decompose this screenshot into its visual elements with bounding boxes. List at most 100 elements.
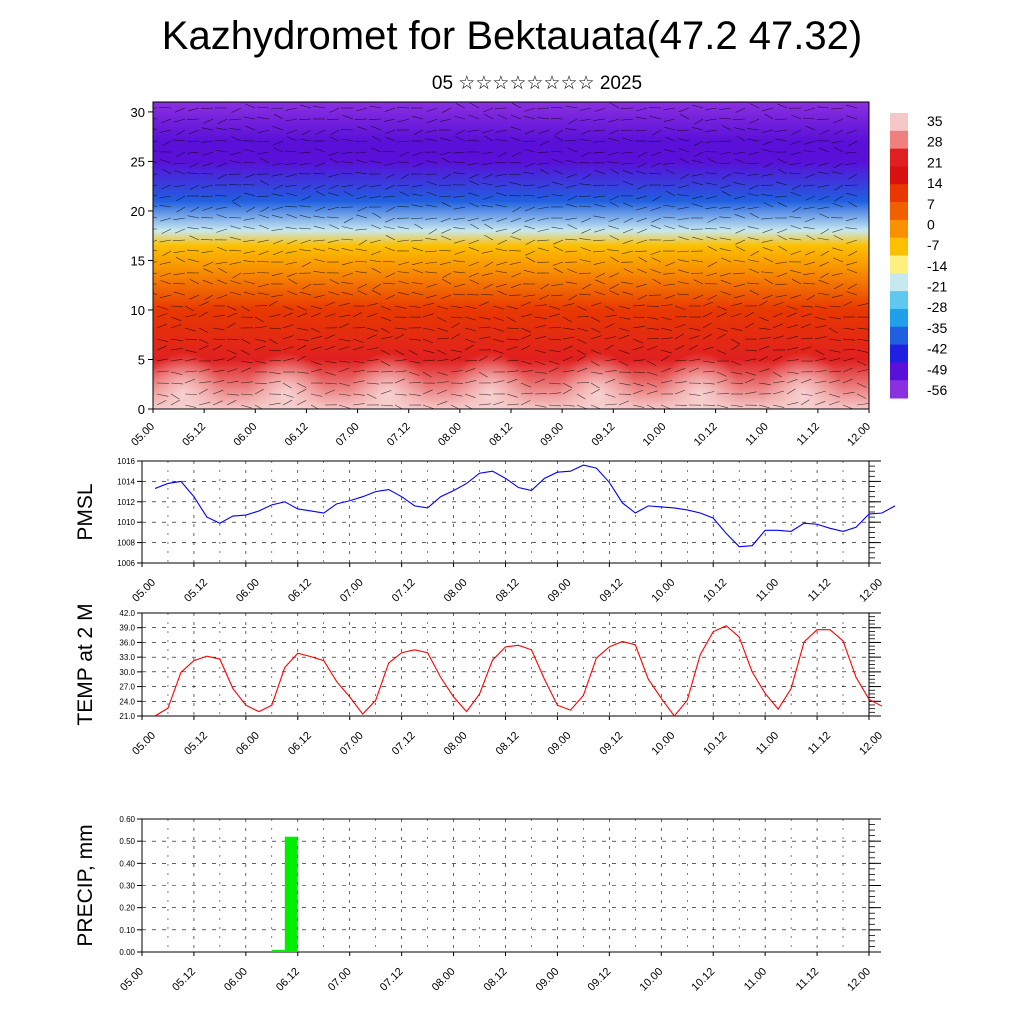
y-tick-label: 30.0	[119, 668, 135, 677]
wind-arrow	[299, 214, 312, 219]
wind-arrow	[819, 261, 830, 267]
wind-arrow	[464, 344, 474, 351]
wind-arrow	[804, 217, 816, 223]
wind-arrow	[285, 261, 298, 265]
wind-arrow	[604, 393, 616, 398]
warm-core	[660, 352, 741, 409]
wind-arrow	[422, 359, 435, 362]
wind-arrow	[510, 114, 522, 120]
wind-arrow	[764, 278, 774, 285]
wind-arrow	[170, 393, 180, 400]
wind-arrow	[492, 305, 504, 310]
wind-arrow	[509, 161, 522, 164]
wind-arrow	[562, 345, 573, 351]
wind-arrow	[383, 162, 396, 166]
wind-arrow	[804, 107, 816, 112]
wind-arrow	[579, 183, 592, 186]
wind-arrow	[338, 367, 350, 373]
wind-arrow	[296, 355, 306, 362]
wind-arrow	[352, 338, 364, 343]
wind-arrow	[380, 349, 391, 355]
wind-arrow	[674, 381, 687, 384]
wind-arrow	[202, 151, 214, 156]
precip-panel: 0.00 0.10 0.20 0.30 0.40 0.50 0.60 05.00 05.12 06…	[74, 815, 881, 994]
wind-arrow	[314, 184, 326, 190]
wind-arrow	[282, 335, 294, 340]
wind-arrow	[848, 283, 858, 290]
wind-arrow	[394, 370, 407, 373]
wind-arrow	[761, 173, 774, 177]
wind-arrow	[772, 380, 785, 384]
wind-arrow	[268, 371, 281, 375]
wind-arrow	[480, 294, 494, 296]
wind-arrow	[329, 279, 340, 285]
wind-arrow	[774, 118, 788, 120]
wind-arrow	[201, 226, 214, 230]
wind-arrow	[537, 206, 550, 210]
wind-arrow	[777, 103, 788, 109]
wind-arrow	[243, 272, 256, 275]
wind-arrow	[355, 171, 368, 175]
wind-arrow	[747, 162, 760, 164]
wind-arrow	[582, 173, 592, 180]
wind-arrow	[254, 404, 263, 409]
wind-arrow	[153, 249, 158, 252]
wind-arrow	[436, 371, 448, 376]
wind-arrow	[483, 283, 494, 289]
wind-arrow	[324, 345, 336, 351]
wind-arrow	[678, 236, 690, 241]
wind-arrow	[553, 267, 564, 274]
wind-arrow	[856, 382, 867, 388]
wind-arrow	[370, 125, 382, 131]
wind-arrow	[566, 268, 578, 274]
wind-arrow	[189, 279, 200, 285]
y-tick-label: 0.40	[119, 859, 135, 868]
wind-arrow	[467, 217, 480, 222]
wind-arrow	[705, 129, 718, 133]
wind-arrow	[258, 250, 270, 256]
wind-arrow	[761, 239, 774, 243]
wind-arrow	[296, 327, 309, 331]
wind-arrow	[537, 195, 550, 199]
wind-arrow	[285, 173, 298, 178]
wind-arrow	[637, 228, 648, 234]
wind-arrow	[580, 247, 592, 252]
wind-arrow	[730, 313, 742, 318]
wind-arrow	[478, 336, 491, 340]
wind-arrow	[385, 136, 396, 142]
wind-arrow	[232, 195, 242, 202]
colorbar-swatch	[890, 219, 908, 239]
wind-arrow	[257, 106, 270, 109]
wind-arrow	[582, 283, 592, 290]
wind-arrow	[721, 125, 732, 131]
wind-arrow	[492, 316, 504, 321]
wind-arrow	[846, 268, 858, 274]
wind-arrow	[524, 225, 536, 230]
wind-arrow	[579, 118, 592, 122]
wind-arrow	[646, 382, 658, 388]
x-tick-label: 07.00	[326, 966, 354, 994]
wind-arrow	[436, 401, 448, 406]
wind-arrow	[733, 151, 746, 155]
wind-arrow	[523, 171, 536, 175]
x-tick-label: 10.12	[701, 730, 729, 758]
wind-arrow	[688, 327, 701, 331]
wind-arrow	[579, 238, 592, 241]
y-axis-label: PRECIP, mm	[74, 824, 97, 946]
wind-arrow	[677, 194, 690, 197]
wind-arrow	[702, 312, 713, 318]
wind-arrow	[736, 135, 746, 142]
wind-arrow	[453, 161, 466, 164]
wind-arrow	[450, 370, 463, 373]
wind-arrow	[833, 162, 844, 168]
wind-arrow	[246, 206, 256, 213]
wind-arrow	[203, 268, 214, 274]
wind-arrow	[707, 158, 718, 164]
wind-arrow	[271, 107, 284, 110]
wind-arrow	[509, 261, 522, 265]
wind-arrow	[634, 250, 648, 252]
x-tick-label: 10.12	[692, 421, 720, 449]
wind-arrow	[285, 162, 298, 165]
wind-arrow	[324, 371, 336, 376]
wind-arrow	[412, 247, 424, 252]
